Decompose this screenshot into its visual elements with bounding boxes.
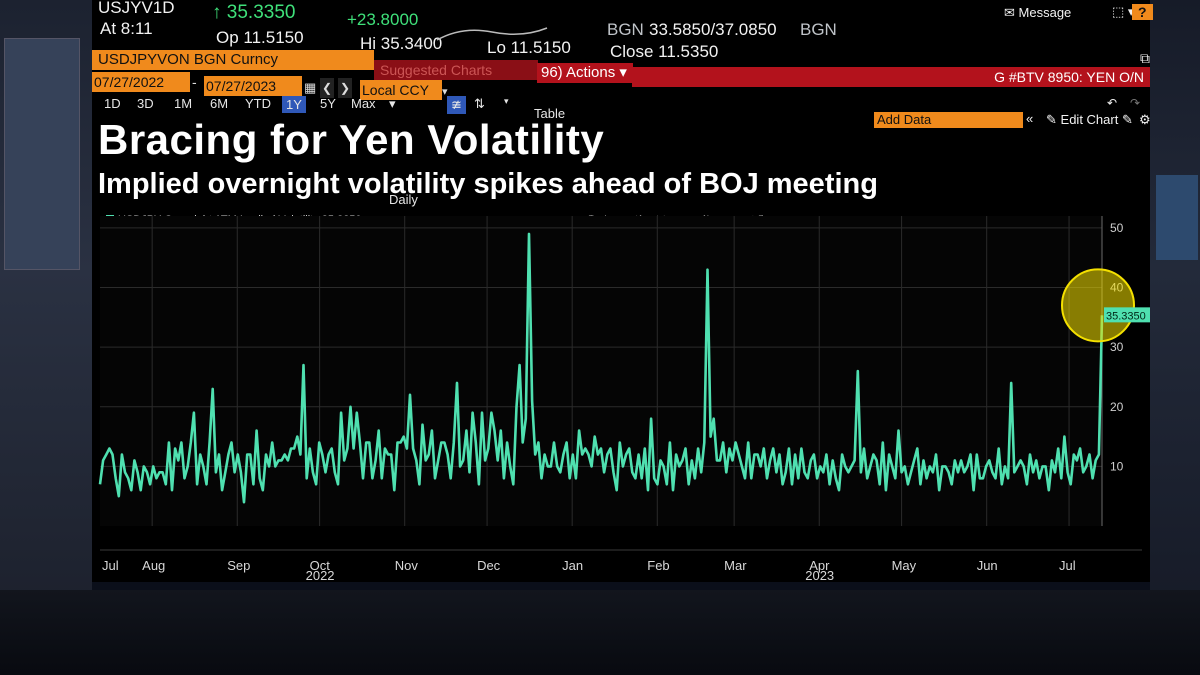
high-price: Hi 35.3400 <box>360 34 443 53</box>
security-field[interactable]: USDJPYVON BGN Curncy <box>92 50 374 70</box>
period-1y[interactable]: 1Y <box>282 96 306 113</box>
bgn-source-2: BGN <box>800 20 837 39</box>
actions-menu[interactable]: 96) Actions ▾ <box>537 63 633 83</box>
date-separator: - <box>192 74 197 90</box>
x-tick-label: Aug <box>142 558 165 573</box>
headline-subtitle: Implied overnight volatility spikes ahea… <box>98 168 878 200</box>
plot-area <box>100 216 1102 526</box>
last-value-label: 35.3350 <box>1106 310 1146 322</box>
x-tick-label: May <box>892 558 917 573</box>
x-tick-label: Nov <box>395 558 419 573</box>
x-tick-label: Jul <box>1059 558 1076 573</box>
period-3d[interactable]: 3D <box>137 96 154 111</box>
redo-icon[interactable]: ↷ <box>1130 96 1141 110</box>
message-label: Message <box>1018 5 1072 20</box>
x-tick-label: Jun <box>977 558 998 573</box>
y-tick-label: 20 <box>1110 400 1124 414</box>
pencil-icon: ✎ <box>1046 112 1057 127</box>
actions-label: 96) Actions <box>541 64 616 81</box>
x-tick-label: Jul <box>102 558 119 573</box>
chart-type-chevron-icon[interactable]: ▾ <box>504 96 509 106</box>
prev-period-button[interactable]: ❮ <box>320 78 334 98</box>
background-video-window <box>4 38 80 270</box>
collapse-icon[interactable]: « <box>1026 111 1034 126</box>
last-price: ↑ 35.3350 <box>212 2 296 23</box>
period-1d[interactable]: 1D <box>104 96 121 111</box>
last-value-tag <box>1104 307 1150 323</box>
x-tick-label: Oct <box>310 558 331 573</box>
year-label: 2023 <box>805 568 834 582</box>
popout-icon[interactable]: ⧉ <box>1140 50 1150 66</box>
end-date-field[interactable]: 07/27/2023 <box>204 76 302 96</box>
suggested-charts-button[interactable]: Suggested Charts <box>374 60 538 80</box>
add-data-field[interactable]: Add Data <box>874 112 1023 128</box>
edit-chart-label: Edit Chart <box>1060 112 1119 127</box>
calendar-icon[interactable]: ▦ <box>304 80 317 95</box>
currency-selector[interactable]: Local CCY <box>360 80 442 100</box>
period-5y[interactable]: 5Y <box>320 96 336 111</box>
function-label: G #BTV 8950: YEN O/N <box>632 67 1150 87</box>
table-button[interactable]: Table <box>534 106 566 121</box>
price-change: +23.8000 <box>347 10 419 29</box>
currency-chevron-icon[interactable]: ▾ <box>442 86 448 98</box>
bloomberg-terminal-screen: USJYV1D At 8:11 ↑ 35.3350 Op 11.5150 +23… <box>92 0 1153 582</box>
x-tick-label: Sep <box>227 558 250 573</box>
help-button[interactable]: ? <box>1132 4 1153 20</box>
period-6m[interactable]: 6M <box>210 96 229 111</box>
ticker-label: USJYV1D <box>98 0 175 17</box>
envelope-icon: ✉ <box>1004 5 1015 20</box>
sparkline-icon <box>436 27 548 41</box>
frequency-selector[interactable]: Daily ▾ <box>389 96 418 207</box>
headline-title: Bracing for Yen Volatility <box>98 116 605 163</box>
x-tick-label: Dec <box>477 558 501 573</box>
y-tick-label: 30 <box>1110 340 1124 354</box>
y-tick-label: 50 <box>1110 221 1124 235</box>
low-price: Lo 11.5150 <box>487 38 571 57</box>
period-ytd[interactable]: YTD <box>245 96 271 111</box>
gear-icon[interactable]: ⚙ <box>1139 112 1151 127</box>
edit-chart-button[interactable]: ✎ Edit Chart <box>1046 112 1118 128</box>
bgn-source: BGN <box>607 20 644 39</box>
message-button[interactable]: ✉ Message <box>1004 5 1071 21</box>
series-line <box>98 232 1104 504</box>
undo-icon[interactable]: ↶ <box>1107 96 1118 110</box>
start-date-field[interactable]: 07/27/2022 <box>92 72 190 92</box>
highlight-circle <box>1061 268 1135 343</box>
volatility-chart[interactable]: 1020304050JulAugSepOctNovDecJanFebMarApr… <box>92 0 1150 582</box>
frequency-label: Daily <box>389 192 418 207</box>
edit-icon[interactable]: ✎ <box>1122 112 1133 127</box>
studio-floor <box>0 590 1200 675</box>
background-screen-strip <box>1156 175 1198 260</box>
background-monitor-right <box>1150 0 1200 675</box>
x-tick-label: Mar <box>724 558 747 573</box>
year-label: 2022 <box>306 568 335 582</box>
period-max[interactable]: Max <box>351 96 376 111</box>
chart-type-icon[interactable]: ⇅ <box>474 96 485 111</box>
period-1m[interactable]: 1M <box>174 96 193 111</box>
chevron-down-icon: ▾ <box>619 64 627 81</box>
close-price: Close 11.5350 <box>610 42 719 61</box>
x-tick-label: Jan <box>562 558 583 573</box>
open-price: Op 11.5150 <box>216 28 304 47</box>
as-of-time: At 8:11 <box>100 19 153 38</box>
x-tick-label: Feb <box>647 558 669 573</box>
x-tick-label: Apr <box>809 558 830 573</box>
bid-ask: 33.5850/37.0850 <box>649 20 777 39</box>
line-chart-icon[interactable]: ≇ <box>447 96 466 114</box>
y-tick-label: 10 <box>1110 459 1124 473</box>
next-period-button[interactable]: ❯ <box>338 78 352 98</box>
background-monitor-left <box>0 0 92 675</box>
window-options-icon[interactable]: ⬚ ▾ <box>1112 4 1135 19</box>
